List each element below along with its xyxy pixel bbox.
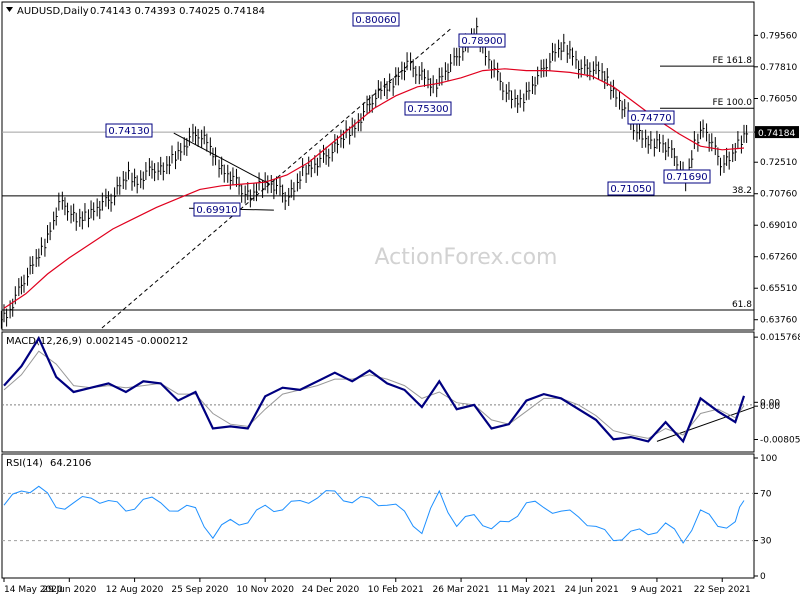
x-tick-label: 25 Sep 2020 (171, 585, 228, 595)
x-tick-label: 11 May 2021 (497, 585, 556, 595)
rsi-header-value: 64.2106 (50, 458, 91, 469)
rsi-line (3, 485, 745, 544)
annotation-label: 0.69910 (196, 205, 237, 216)
macd-header-values: 0.002145 -0.000212 (86, 336, 188, 347)
price-y-tick-label: 0.69010 (760, 221, 797, 231)
price-y-tick-label: 0.79560 (760, 31, 797, 41)
annotation-label: 0.75300 (407, 104, 448, 115)
x-tick-label: 24 Jun 2021 (565, 585, 619, 595)
x-tick-label: 12 Aug 2020 (106, 585, 164, 595)
price-panel-frame (1, 1, 755, 331)
x-tick-label: 9 Aug 2021 (631, 585, 683, 595)
macd-panel-frame (1, 331, 755, 453)
watermark: ActionForex.com (375, 245, 558, 270)
macd-y-tick-label: 0.00 (760, 402, 780, 412)
annotation-label: 0.80060 (355, 15, 396, 26)
rsi-y-tick-label: 70 (760, 489, 772, 499)
price-y-tick-label: 0.76050 (760, 95, 797, 105)
annotation-box (404, 101, 452, 116)
current-price-box (755, 126, 799, 139)
collapse-triangle-icon[interactable] (6, 7, 13, 12)
annotation-label: 0.74770 (630, 113, 671, 124)
price-y-tick-label: 0.63760 (760, 316, 797, 326)
rsi-panel-frame (1, 453, 755, 579)
rsi-header-title: RSI(14) (6, 458, 43, 469)
macd-y-tick-label: -0.008053 (760, 435, 800, 445)
price-y-tick-label: 0.70760 (760, 190, 797, 200)
price-y-tick-label: 0.72510 (760, 158, 797, 168)
price-y-tick-label: 0.67260 (760, 253, 797, 263)
annotation-box (458, 33, 506, 48)
rsi-y-tick-label: 100 (760, 454, 777, 464)
annotation-label: 0.71690 (666, 172, 707, 183)
price-layer: FE 161.8 FE 100.0 38.2 61.8 0.80060 0.78900 0.… (0, 12, 754, 329)
axis-layer: 0.79560 0.77810 0.76050 0.74184 0.72510 0.707… (3, 31, 800, 595)
price-header-title: AUDUSD,Daily (17, 6, 89, 17)
x-tick-label: 10 Feb 2021 (368, 585, 424, 595)
x-tick-label: 22 Sep 2021 (694, 585, 751, 595)
macd-y-tick-label: 0.015768 (760, 333, 800, 343)
annotation-box (663, 169, 711, 184)
x-tick-label: 29 Jun 2020 (42, 585, 96, 595)
x-tick-label: 10 Nov 2020 (236, 585, 294, 595)
macd-header-title: MACD(12,26,9) (6, 336, 82, 347)
rsi-layer (2, 485, 754, 544)
annotation-box (352, 12, 400, 27)
annotation-label: 0.74130 (108, 126, 149, 137)
annotation-label: 0.71050 (610, 184, 651, 195)
level-label: FE 161.8 (713, 56, 753, 66)
annotation-box (193, 202, 241, 217)
price-y-tick-label: 0.65510 (760, 284, 797, 294)
annotation-label: 0.78900 (461, 36, 502, 47)
level-label: 38.2 (732, 186, 752, 196)
level-label: FE 100.0 (713, 98, 753, 108)
x-tick-label: 26 Mar 2021 (433, 585, 490, 595)
rsi-y-tick-label: 30 (760, 537, 772, 547)
moving-average-line (3, 68, 745, 309)
level-label: 61.8 (732, 300, 752, 310)
price-header-ohlc: 0.74143 0.74393 0.74025 0.74184 (90, 6, 265, 17)
annotation-box (627, 110, 675, 125)
macd-layer (2, 335, 755, 444)
macd-main-line (3, 335, 746, 444)
annotation-box (105, 123, 153, 138)
x-tick-label: 24 Dec 2020 (302, 585, 360, 595)
macd-y-tick-label: 0.00 (760, 398, 780, 408)
current-price-label: 0.74184 (758, 129, 795, 139)
price-y-tick-label: 0.77810 (760, 63, 797, 73)
annotation-box (607, 181, 655, 196)
rsi-y-tick-label: 0 (760, 572, 766, 582)
x-tick-label: 14 May 2020 (4, 585, 63, 595)
